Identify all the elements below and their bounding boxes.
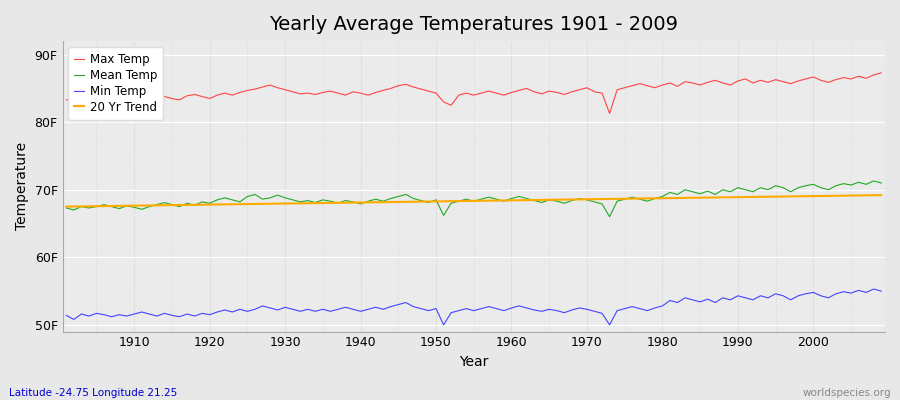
Min Temp [876,289,886,294]
Mean Temp [604,214,615,219]
Max Temp [597,91,608,96]
X-axis label: Year: Year [459,355,489,369]
Min Temp [61,313,72,318]
Min Temp [122,314,132,318]
Text: Latitude -24.75 Longitude 21.25: Latitude -24.75 Longitude 21.25 [9,388,177,398]
Legend: Max Temp, Mean Temp, Min Temp, 20 Yr Trend: Max Temp, Mean Temp, Min Temp, 20 Yr Tre… [68,47,163,120]
Max Temp [506,90,517,95]
Max Temp [287,89,298,94]
Mean Temp [597,202,608,206]
Max Temp [333,91,344,96]
Min Temp [333,307,344,312]
Min Temp [438,322,449,327]
Mean Temp [333,201,344,206]
Y-axis label: Temperature: Temperature [15,142,29,230]
Mean Temp [61,206,72,210]
Min Temp [868,287,879,292]
Max Temp [122,94,132,99]
Text: worldspecies.org: worldspecies.org [803,388,891,398]
Line: Max Temp: Max Temp [67,73,881,113]
Min Temp [604,322,615,327]
Mean Temp [287,198,298,202]
Min Temp [514,304,525,308]
Max Temp [61,98,72,102]
Mean Temp [499,199,509,204]
Min Temp [287,307,298,312]
Line: Min Temp: Min Temp [67,289,881,325]
Line: Mean Temp: Mean Temp [67,181,881,217]
Mean Temp [876,180,886,185]
Min Temp [506,306,517,310]
Max Temp [876,70,886,75]
Mean Temp [506,196,517,201]
Title: Yearly Average Temperatures 1901 - 2009: Yearly Average Temperatures 1901 - 2009 [269,15,679,34]
Max Temp [604,111,615,116]
Mean Temp [122,204,132,208]
Max Temp [499,93,509,98]
Mean Temp [868,178,879,183]
